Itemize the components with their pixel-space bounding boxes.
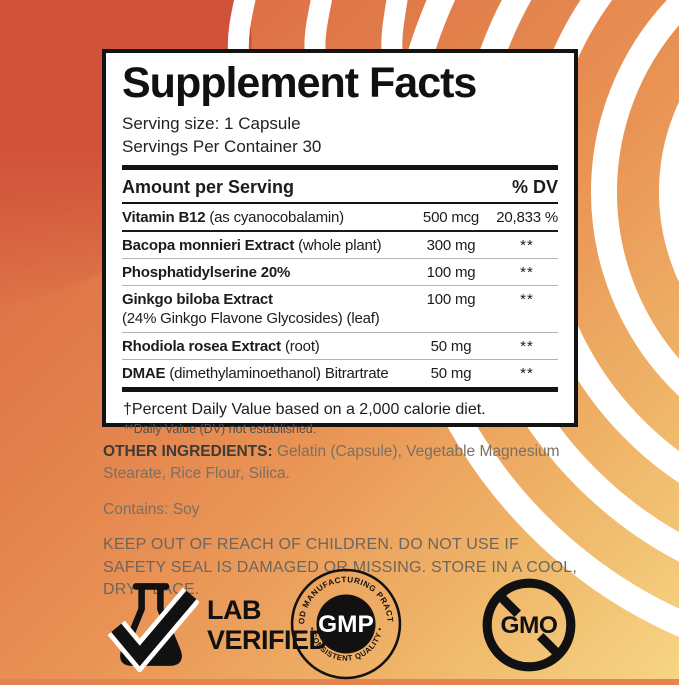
divider-thick-bottom — [122, 387, 558, 393]
nutrient-name: DMAE — [122, 365, 166, 383]
servings-per-container: Servings Per Container 30 — [122, 136, 322, 156]
gmo-free-badge: GMO — [478, 574, 580, 681]
contains-allergen: Contains: Soy — [103, 500, 200, 518]
nutrient-name: Vitamin B12 — [122, 209, 206, 227]
nutrient-amount: 100 mg — [426, 291, 476, 309]
nutrient-dv: 20,833 % — [496, 209, 558, 227]
other-ingredients-text: Gelatin (Capsule), Vegetable Magnesium S… — [103, 443, 560, 483]
nutrient-amount: 100 mg — [426, 264, 476, 282]
nutrient-amount: 50 mg — [430, 338, 472, 356]
table-row: Bacopa monnieri Extract (whole plant) 30… — [122, 232, 558, 260]
gmp-seal-icon: GOOD MANUFACTURING PRACTICE • CONSISTENT… — [287, 561, 402, 680]
footnote-dv-not-established: **Daily Value (DV) not established. — [124, 422, 317, 437]
divider-thick-top — [122, 165, 558, 171]
table-row: Phosphatidylserine 20% 100 mg ** — [122, 259, 558, 287]
nutrient-amount: 50 mg — [430, 365, 472, 383]
nutrient-amount: 300 mg — [426, 237, 476, 255]
lab-verified-badge: LAB VERIFIED — [103, 578, 328, 672]
supplement-facts-panel: Supplement Facts Serving size: 1 Capsule… — [102, 49, 578, 436]
gmo-text: GMO — [501, 612, 558, 639]
lab-badge-line2: VERIFIED — [207, 625, 328, 655]
table-header: Amount per Serving % DV — [122, 170, 558, 205]
nutrient-name: Ginkgo biloba Extract — [122, 291, 273, 309]
table-row: Ginkgo biloba Extract 100 mg ** (24% Gin… — [122, 286, 558, 334]
certification-badges: LAB VERIFIED GOOD MANUFACTURING PRACTICE… — [0, 561, 679, 681]
lab-badge-line1: LAB — [207, 594, 261, 625]
nutrient-name: Bacopa monnieri Extract — [122, 237, 295, 255]
nutrient-dv: ** — [520, 365, 534, 383]
nutrient-dv: ** — [520, 264, 534, 282]
gmp-badge: GOOD MANUFACTURING PRACTICE • CONSISTENT… — [287, 561, 402, 685]
footnote-daily-value: †Percent Daily Value based on a 2,000 ca… — [123, 401, 486, 419]
nutrient-detail: (as cyanocobalamin) — [205, 209, 344, 227]
other-ingredients-label: OTHER INGREDIENTS: — [103, 443, 273, 460]
nutrient-detail: (dimethylaminoethanol) Bitrartrate — [165, 365, 389, 383]
header-percent-dv: % DV — [511, 177, 558, 198]
table-row: Vitamin B12 (as cyanocobalamin) 500 mcg … — [122, 204, 558, 233]
other-ingredients: OTHER INGREDIENTS: Gelatin (Capsule), Ve… — [103, 441, 581, 486]
label-lower-text: OTHER INGREDIENTS: Gelatin (Capsule), Ve… — [103, 441, 581, 602]
nutrient-name: Rhodiola rosea Extract — [122, 338, 281, 356]
nutrient-detail: (whole plant) — [294, 237, 382, 255]
safety-warning: KEEP OUT OF REACH OF CHILDREN. DO NOT US… — [103, 536, 578, 599]
nutrient-dv: ** — [520, 237, 534, 255]
nutrient-amount: 500 mcg — [422, 209, 480, 227]
nutrient-subline: (24% Ginkgo Flavone Glycosides) (leaf) — [122, 310, 380, 328]
panel-title: Supplement Facts — [122, 59, 477, 107]
nutrient-dv: ** — [520, 338, 534, 356]
table-row: Rhodiola rosea Extract (root) 50 mg ** — [122, 333, 558, 361]
gmp-center-text: GMP — [318, 611, 374, 638]
nutrient-name: Phosphatidylserine 20% — [122, 264, 291, 282]
flask-check-icon — [107, 583, 199, 672]
table-row: DMAE (dimethylaminoethanol) Bitrartrate … — [122, 360, 558, 384]
gmo-crossed-icon: GMO — [482, 578, 576, 672]
nutrient-detail: (root) — [280, 338, 320, 356]
header-amount-per-serving: Amount per Serving — [122, 177, 295, 198]
nutrient-dv: ** — [520, 291, 534, 309]
serving-size: Serving size: 1 Capsule — [122, 114, 301, 134]
